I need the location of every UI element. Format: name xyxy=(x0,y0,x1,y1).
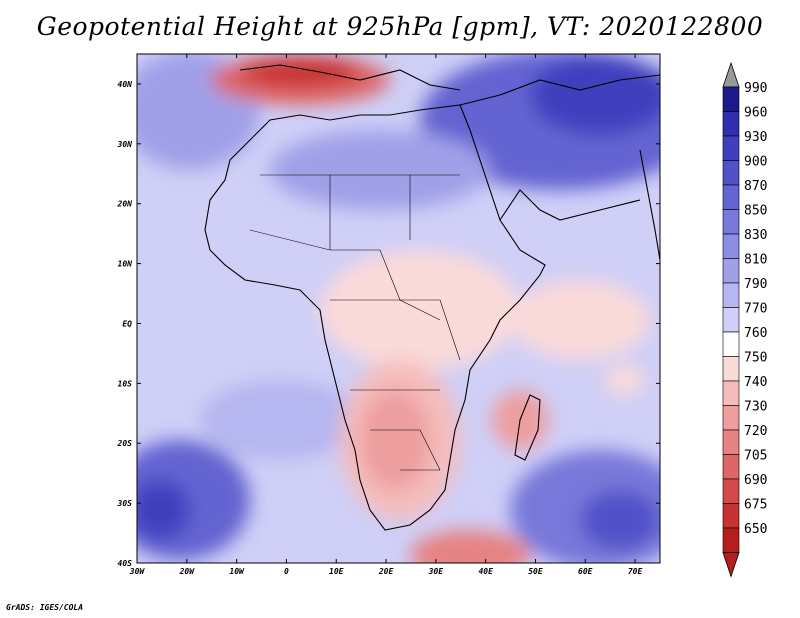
lon-label: 70E xyxy=(628,567,643,576)
colorbar-swatch xyxy=(722,429,740,455)
lon-label: 20W xyxy=(179,567,196,576)
colorbar-label: 770 xyxy=(744,302,767,317)
lat-label: EQ xyxy=(122,319,132,328)
colorbar-label: 690 xyxy=(744,473,767,488)
colorbar-label: 930 xyxy=(744,130,767,145)
map-frame xyxy=(136,53,661,564)
colorbar-label: 870 xyxy=(744,179,767,194)
colorbar-label: 810 xyxy=(744,253,767,268)
lat-label: 40S xyxy=(118,559,133,568)
lat-label: 20N xyxy=(117,200,133,209)
lon-label: 30E xyxy=(428,567,444,576)
grads-credit: GrADS: IGES/COLA xyxy=(6,603,84,612)
sahara-high xyxy=(270,130,490,210)
high-south-atlantic-core xyxy=(137,480,190,540)
colorbar-label: 675 xyxy=(744,498,767,513)
colorbar-swatch xyxy=(722,135,740,161)
lon-label: 10W xyxy=(229,567,245,576)
lat-label: 10N xyxy=(118,260,133,269)
latitude-axis: 40N 30N 20N 10N EQ 10S 20S 30S 40S xyxy=(117,80,660,568)
colorbar-label: 850 xyxy=(744,204,767,219)
lon-label: 50E xyxy=(528,567,543,576)
colorbar-swatch xyxy=(722,380,740,406)
lon-label: 20E xyxy=(378,567,394,576)
colorbar-label: 760 xyxy=(744,326,767,341)
europe-coastline xyxy=(239,64,461,91)
colorbar-label: 900 xyxy=(744,155,767,170)
high-iran xyxy=(530,55,660,135)
lat-label: 30S xyxy=(117,499,133,508)
middle-east-coastline xyxy=(459,74,660,106)
colorbar: 990 960 930 900 870 850 830 810 790 770 760 750 740 7… xyxy=(722,61,767,578)
india-coastline xyxy=(639,149,660,261)
colorbar-label: 730 xyxy=(744,400,767,415)
longitude-axis: 30W 20W 10W 0 10E 20E 30E 40E 50E 60E 70E xyxy=(129,54,643,576)
colorbar-label: 750 xyxy=(744,351,767,366)
lon-label: 30W xyxy=(129,567,146,576)
atlantic-band xyxy=(200,380,360,460)
colorbar-swatch xyxy=(722,160,740,186)
kalahari-low xyxy=(360,390,430,490)
country-borders xyxy=(249,174,461,471)
lat-label: 10S xyxy=(118,379,133,388)
colorbar-swatch xyxy=(722,478,740,504)
colorbar-swatch xyxy=(722,527,740,553)
coastlines xyxy=(204,64,660,531)
colorbar-swatch xyxy=(722,503,740,529)
lat-label: 40N xyxy=(118,80,133,89)
madagascar-coastline xyxy=(514,394,541,461)
lon-label: 10E xyxy=(329,567,344,576)
high-south-indian-core xyxy=(580,490,660,550)
indian-ocean-weak-low xyxy=(510,280,650,360)
colorbar-label: 650 xyxy=(744,522,767,537)
southern-ocean-low xyxy=(410,530,530,563)
colorbar-swatch xyxy=(722,258,740,284)
colorbar-swatch xyxy=(722,86,740,112)
lat-label: 30N xyxy=(117,140,133,149)
colorbar-swatch xyxy=(722,307,740,333)
colorbar-top-arrow xyxy=(722,61,740,88)
colorbar-swatch xyxy=(722,356,740,382)
lat-label: 20S xyxy=(117,439,133,448)
colorbar-swatch xyxy=(722,233,740,259)
colorbar-swatch xyxy=(722,454,740,480)
colorbar-label: 705 xyxy=(744,449,767,464)
lon-label: 60E xyxy=(578,567,593,576)
chart-title: Geopotential Height at 925hPa [gpm], VT:… xyxy=(36,12,764,41)
indian-ocean-low xyxy=(605,365,645,395)
colorbar-label: 720 xyxy=(744,424,767,439)
africa-coastline xyxy=(204,104,546,531)
colorbar-swatch xyxy=(722,209,740,235)
mediterranean-low-core xyxy=(240,57,360,87)
geopotential-field xyxy=(137,54,660,563)
arabia-coastline xyxy=(499,189,641,221)
colorbar-swatch xyxy=(722,184,740,210)
lon-label: 0 xyxy=(284,567,289,576)
colorbar-swatch xyxy=(722,111,740,137)
colorbar-label: 990 xyxy=(744,81,767,96)
colorbar-swatch xyxy=(722,405,740,431)
colorbar-label: 740 xyxy=(744,375,767,390)
colorbar-swatch xyxy=(722,331,740,357)
colorbar-label: 790 xyxy=(744,277,767,292)
colorbar-label: 830 xyxy=(744,228,767,243)
colorbar-bottom-arrow xyxy=(722,552,740,578)
lon-label: 40E xyxy=(478,567,493,576)
colorbar-swatch xyxy=(722,282,740,308)
colorbar-label: 960 xyxy=(744,106,767,121)
